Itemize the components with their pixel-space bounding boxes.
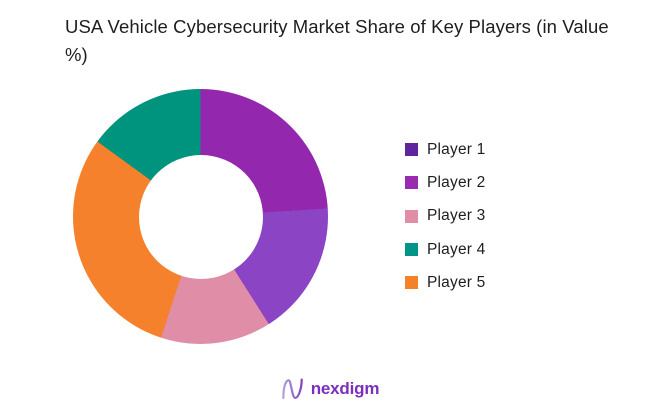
footer-branding: nexdigm: [0, 376, 659, 401]
brand-name: nexdigm: [310, 378, 380, 398]
legend-label: Player 2: [427, 173, 486, 191]
legend-swatch: [405, 209, 418, 223]
legend-swatch: [405, 143, 418, 157]
legend-label: Player 5: [427, 273, 486, 291]
legend-label: Player 4: [427, 240, 486, 258]
legend-label: Player 1: [427, 140, 486, 158]
legend-item: Player 5: [405, 266, 485, 299]
legend-item: Player 2: [405, 166, 485, 199]
legend-swatch: [405, 176, 418, 190]
legend-item: Player 4: [405, 233, 485, 266]
legend-item: Player 1: [405, 133, 485, 166]
legend: Player 1 Player 2 Player 3 Player 4 Player 5: [405, 133, 485, 299]
donut-chart: [73, 89, 328, 344]
nexdigm-logo-icon: [281, 378, 303, 399]
donut-hole: [138, 154, 263, 279]
legend-swatch: [405, 276, 418, 290]
legend-label: Player 3: [427, 207, 486, 225]
legend-item: Player 3: [405, 200, 485, 233]
chart-title: USA Vehicle Cybersecurity Market Share o…: [65, 16, 609, 65]
legend-swatch: [405, 243, 418, 257]
